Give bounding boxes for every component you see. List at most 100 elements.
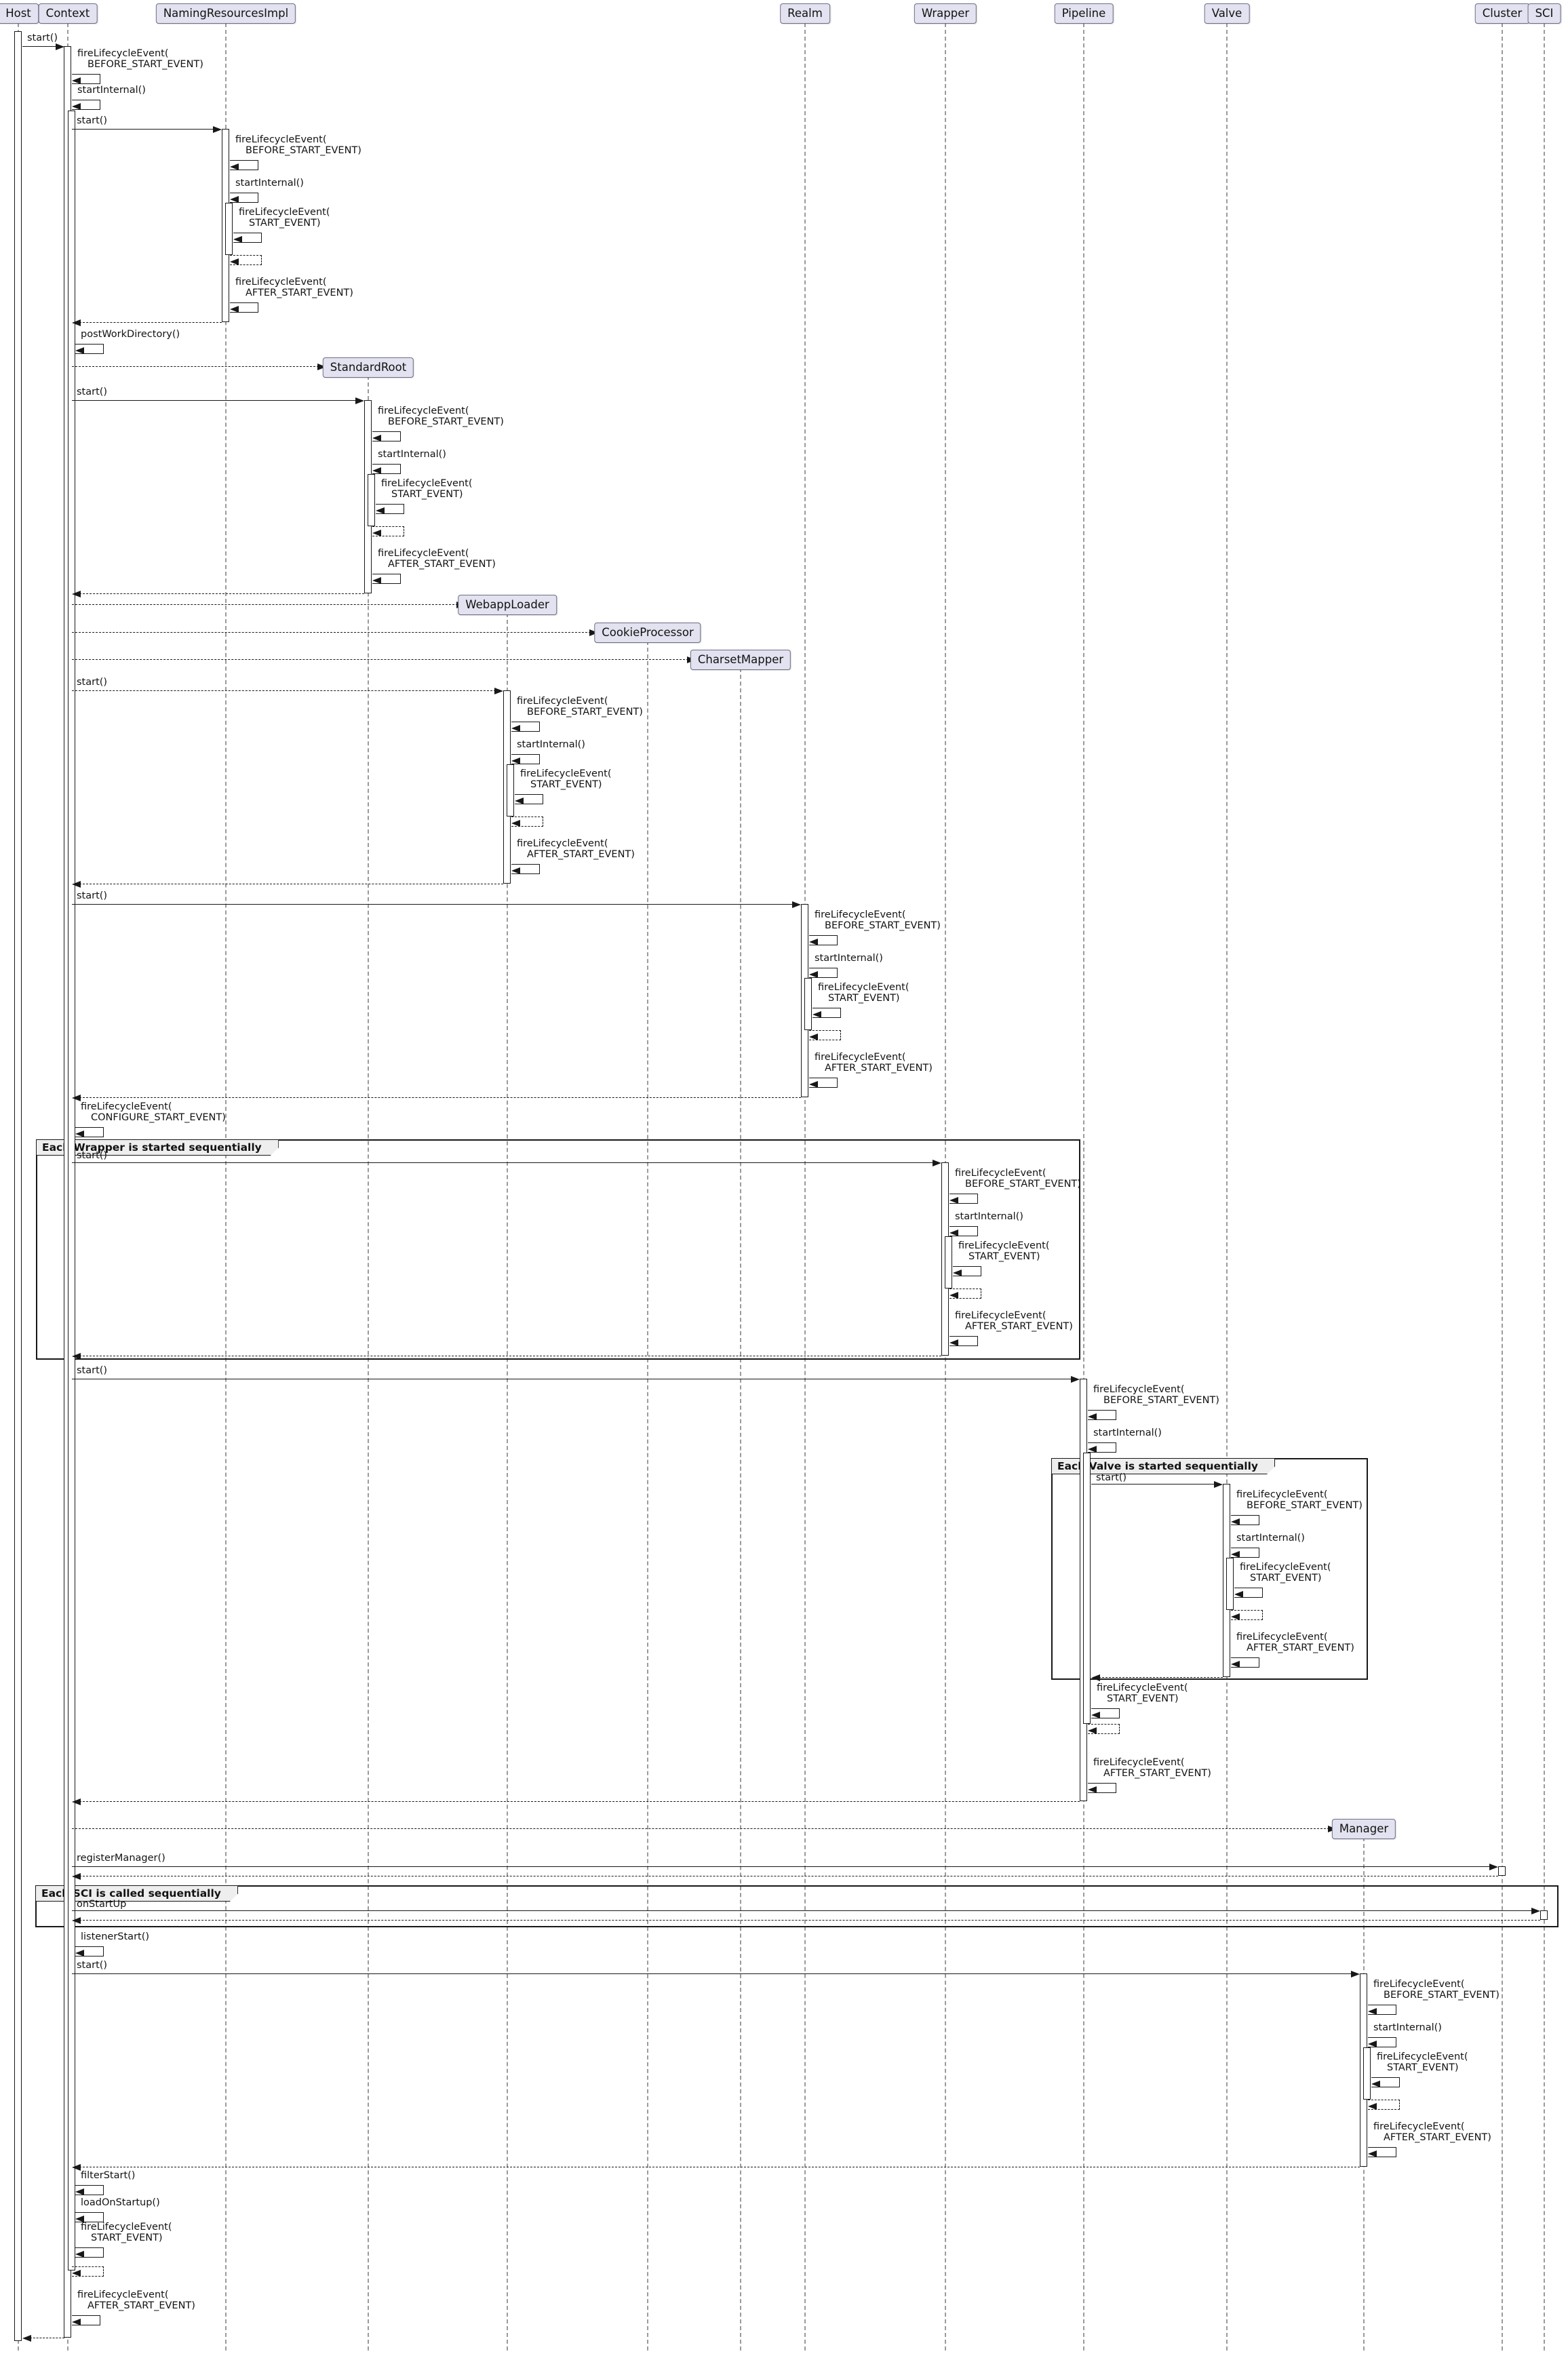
self-call-label-wrapper-fire-after-start-1: AFTER_START_EVENT) [965,1321,1073,1332]
self-call-arrowhead-valve-fire-before-start [1231,1518,1240,1525]
self-call-naming-startinternal [230,193,258,203]
wrapper-group [36,1139,1080,1360]
self-call-label-wrapper-fire-before-start-0: fireLifecycleEvent( [955,1168,1046,1179]
participant-pipeline: Pipeline [1054,3,1114,24]
self-call-label-manager-fire-after-start-1: AFTER_START_EVENT) [1384,2132,1491,2143]
participant-cluster: Cluster [1474,3,1530,24]
self-call-standardroot-fire-before-start [372,431,401,441]
self-call-standardroot-internal-return [372,526,404,536]
self-call-arrowhead-context-fire-start [75,2251,84,2258]
self-call-arrowhead-realm-fire-start [812,1011,821,1018]
message-label-start-context-manager: start() [77,1960,108,1971]
arrowhead-return-pipeline-context [72,1798,81,1805]
self-call-label-realm-fire-start-1: START_EVENT) [828,993,900,1004]
lifeline-valve [1226,23,1228,2351]
activation-valve-16 [1226,1558,1234,1610]
participant-charsetmapper: CharsetMapper [690,650,791,670]
self-call-arrowhead-wrapper-fire-start [953,1270,962,1276]
message-line-registermanager-context-cluster [72,1866,1491,1867]
self-call-label-context-fire-start-0: fireLifecycleEvent( [81,2222,172,2233]
message-label-onstartup-context-sci: onStartUp [77,1899,127,1910]
self-call-label-wrapper-fire-before-start-1: BEFORE_START_EVENT) [965,1179,1081,1189]
self-call-arrowhead-context-fire-before-start [72,77,81,84]
self-call-label-valve-startinternal-0: startInternal() [1236,1533,1305,1543]
self-call-label-naming-fire-before-start-1: BEFORE_START_EVENT) [246,145,361,156]
participant-host: Host [0,3,39,24]
message-line-return-valve-pipeline [1099,1677,1223,1678]
self-call-arrowhead-context-postworkdirectory [75,347,84,354]
participant-valve: Valve [1204,3,1250,24]
wrapper-group-label: Each Wrapper is started sequentially [36,1139,279,1156]
message-line-return-naming-context [79,322,222,323]
self-call-label-pipeline-fire-start-1: START_EVENT) [1107,1693,1179,1704]
self-call-context-fire-start [75,2247,104,2258]
lifeline-pipeline [1083,23,1084,2351]
self-call-naming-fire-start [233,233,262,243]
self-call-label-context-fire-start-1: START_EVENT) [91,2233,163,2243]
self-call-webapploader-fire-after-start [511,864,540,874]
self-call-context-fire-after-start [72,2315,100,2325]
participant-sci: SCI [1527,3,1561,24]
arrowhead-start-host-context [56,43,64,50]
lifeline-naming [225,23,227,2351]
activation-pipeline-14 [1083,1453,1091,1724]
arrowhead-return-naming-context [72,319,81,326]
self-call-label-standardroot-fire-after-start-1: AFTER_START_EVENT) [388,559,496,570]
self-call-arrowhead-context-fire-configure-start [75,1130,84,1137]
self-call-valve-fire-start [1234,1588,1263,1598]
self-call-webapploader-internal-return [511,817,543,827]
message-line-start-context-standardroot [72,400,357,401]
message-line-start-context-realm [72,904,793,905]
participant-naming: NamingResourcesImpl [155,3,296,24]
arrowhead-start-context-realm [792,901,801,908]
lifeline-charsetmapper [740,668,741,2351]
self-call-label-valve-fire-before-start-0: fireLifecycleEvent( [1236,1489,1328,1500]
self-call-label-manager-fire-after-start-0: fireLifecycleEvent( [1373,2121,1465,2132]
self-call-naming-fire-before-start [230,160,258,170]
self-call-label-context-fire-after-start-0: fireLifecycleEvent( [77,2289,169,2300]
activation-webapploader-8 [507,764,514,817]
message-line-return-sci-context [79,1920,1540,1921]
arrowhead-start-context-pipeline [1071,1375,1080,1383]
arrowhead-return-realm-context [72,1094,81,1101]
self-call-label-context-postworkdirectory-0: postWorkDirectory() [81,329,180,340]
message-label-start-context-wrapper: start() [77,1150,108,1161]
self-call-pipeline-startinternal [1088,1442,1116,1453]
arrowhead-return-context-host [22,2334,31,2342]
lifeline-cluster [1502,23,1503,2351]
self-call-arrowhead-wrapper-internal-return [949,1292,958,1299]
self-call-arrowhead-context-startinternal [72,103,81,110]
self-call-wrapper-fire-after-start [949,1336,978,1346]
self-call-webapploader-fire-before-start [511,722,540,732]
self-call-realm-fire-after-start [809,1078,838,1088]
self-call-label-context-listenerstart-0: listenerStart() [81,1931,150,1942]
self-call-label-valve-fire-start-1: START_EVENT) [1250,1573,1322,1584]
self-call-arrowhead-valve-startinternal [1231,1551,1240,1558]
self-call-arrowhead-realm-fire-after-start [809,1081,818,1088]
self-call-label-context-loadonstartup-0: loadOnStartup() [81,2197,160,2208]
activation-manager-18 [1363,2047,1371,2100]
self-call-pipeline-internal-return [1088,1724,1120,1734]
self-call-arrowhead-manager-startinternal [1368,2041,1377,2047]
self-call-label-pipeline-fire-before-start-0: fireLifecycleEvent( [1093,1384,1185,1395]
self-call-arrowhead-standardroot-fire-after-start [372,577,381,584]
self-call-label-webapploader-startinternal-0: startInternal() [517,739,585,750]
self-call-label-standardroot-fire-after-start-0: fireLifecycleEvent( [378,548,469,559]
self-call-valve-fire-after-start [1231,1657,1259,1668]
lifeline-standardroot [368,376,369,2351]
participant-manager: Manager [1331,1819,1396,1839]
participant-context: Context [38,3,98,24]
participant-webapploader: WebappLoader [458,595,557,615]
message-line-create-standardroot [72,366,319,367]
lifeline-cookieprocessor [647,641,648,2351]
self-call-arrowhead-valve-fire-start [1234,1591,1243,1598]
participant-realm: Realm [780,3,830,24]
self-call-arrowhead-wrapper-fire-before-start [949,1197,958,1204]
self-call-arrowhead-webapploader-fire-start [515,798,524,804]
message-line-create-webapploader [72,604,458,605]
self-call-arrowhead-context-fire-after-start [72,2319,81,2325]
activation-wrapper-12 [945,1236,952,1289]
self-call-label-naming-fire-start-1: START_EVENT) [249,218,321,229]
activation-naming-4 [225,203,233,255]
arrowhead-return-sci-context [72,1916,81,1924]
